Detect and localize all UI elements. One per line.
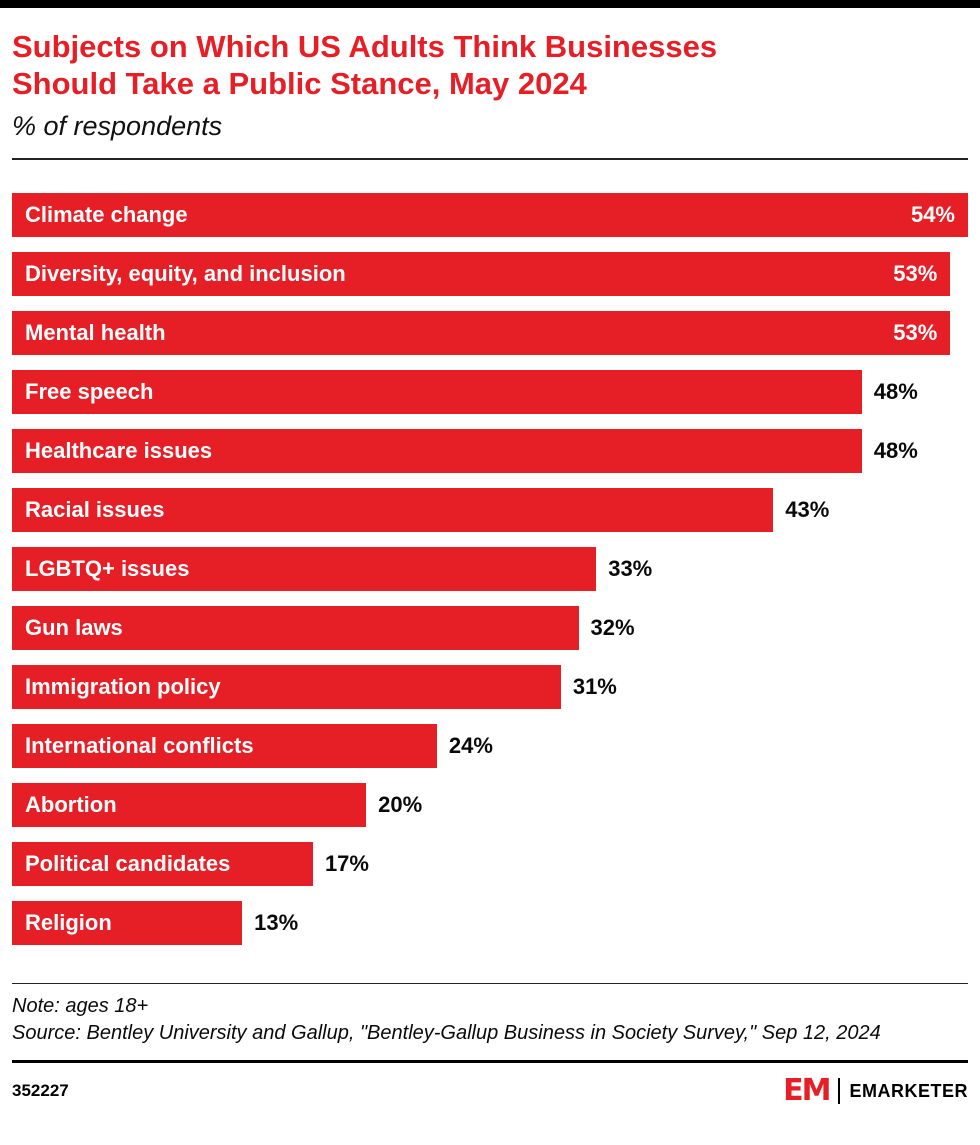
bar-row: Abortion 20% [12, 783, 968, 828]
footer-divider [12, 1060, 968, 1064]
chart-page: Subjects on Which US Adults Think Busine… [0, 28, 980, 1106]
bar-row: Racial issues 43% [12, 488, 968, 533]
bar-row: Free speech 48% [12, 370, 968, 415]
bar-row: Healthcare issues 48% [12, 429, 968, 474]
footer: 352227 EM EMARKETER [12, 1063, 968, 1106]
header-divider [12, 158, 968, 161]
bar-value-label: 20% [378, 792, 423, 818]
bar-row: Mental health 53% [12, 311, 968, 356]
bar: Immigration policy [12, 665, 561, 710]
bar-row: Religion 13% [12, 901, 968, 946]
bar-category-label: Immigration policy [25, 674, 221, 700]
bar-value-label: 48% [873, 379, 918, 405]
bar-category-label: Healthcare issues [25, 438, 213, 464]
chart-id: 352227 [12, 1081, 69, 1101]
bar-value-label: 32% [590, 615, 635, 641]
bar-row: LGBTQ+ issues 33% [12, 547, 968, 592]
bar-value-label: 13% [254, 910, 299, 936]
bar: Abortion [12, 783, 367, 828]
bar-row: Immigration policy 31% [12, 665, 968, 710]
page-title: Subjects on Which US Adults Think Busine… [12, 28, 968, 102]
source-text: Source: Bentley University and Gallup, "… [12, 1021, 881, 1044]
bar-value-label: 43% [785, 497, 830, 523]
bar: Religion [12, 901, 243, 946]
chart-subtitle: % of respondents [12, 111, 223, 142]
top-black-bar [0, 0, 980, 8]
emarketer-logo-icon: EM [783, 1073, 831, 1109]
bar-value-label: 24% [448, 733, 493, 759]
brand-name: EMARKETER [849, 1080, 968, 1101]
bar: Mental health 53% [12, 311, 951, 356]
bar: LGBTQ+ issues [12, 547, 597, 592]
bar-row: Diversity, equity, and inclusion 53% [12, 252, 968, 297]
bar-value-label: 48% [873, 438, 918, 464]
bar-value-label: 54% [910, 202, 955, 228]
bar: International conflicts [12, 724, 437, 769]
note-text: Note: ages 18+ [12, 995, 149, 1018]
bar-category-label: Gun laws [25, 615, 123, 641]
bar-category-label: Diversity, equity, and inclusion [25, 261, 346, 287]
page-title-line2: Should Take a Public Stance, May 2024 [12, 66, 587, 102]
bar-row: Political candidates 17% [12, 842, 968, 887]
bar-row: International conflicts 24% [12, 724, 968, 769]
bar-row: Gun laws 32% [12, 606, 968, 651]
bar-row: Climate change 54% [12, 193, 968, 238]
bar: Gun laws [12, 606, 579, 651]
bar-value-label: 17% [324, 851, 369, 877]
bar-category-label: Political candidates [25, 851, 231, 877]
bar-value-label: 33% [608, 556, 653, 582]
bar-category-label: Abortion [25, 792, 117, 818]
logo-divider [838, 1078, 841, 1105]
bar-category-label: Free speech [25, 379, 154, 405]
bar-value-label: 31% [572, 674, 617, 700]
bar-value-label: 53% [893, 320, 938, 346]
page-title-line1: Subjects on Which US Adults Think Busine… [12, 29, 718, 64]
bar-category-label: Racial issues [25, 497, 165, 523]
bar: Diversity, equity, and inclusion 53% [12, 252, 951, 297]
bar: Racial issues [12, 488, 774, 533]
bar: Free speech [12, 370, 862, 415]
bar-chart: Climate change 54% Diversity, equity, and … [12, 193, 968, 946]
bar-category-label: Climate change [25, 202, 188, 228]
bar-category-label: Religion [25, 910, 112, 936]
emarketer-logo: EM EMARKETER [783, 1076, 968, 1106]
bar-category-label: Mental health [25, 320, 166, 346]
bar-category-label: LGBTQ+ issues [25, 556, 190, 582]
bar-category-label: International conflicts [25, 733, 254, 759]
chart-notes: Note: ages 18+ Source: Bentley Universit… [12, 983, 968, 1046]
bar-value-label: 53% [893, 261, 938, 287]
bar: Political candidates [12, 842, 313, 887]
bar: Healthcare issues [12, 429, 862, 474]
bar: Climate change 54% [12, 193, 968, 238]
